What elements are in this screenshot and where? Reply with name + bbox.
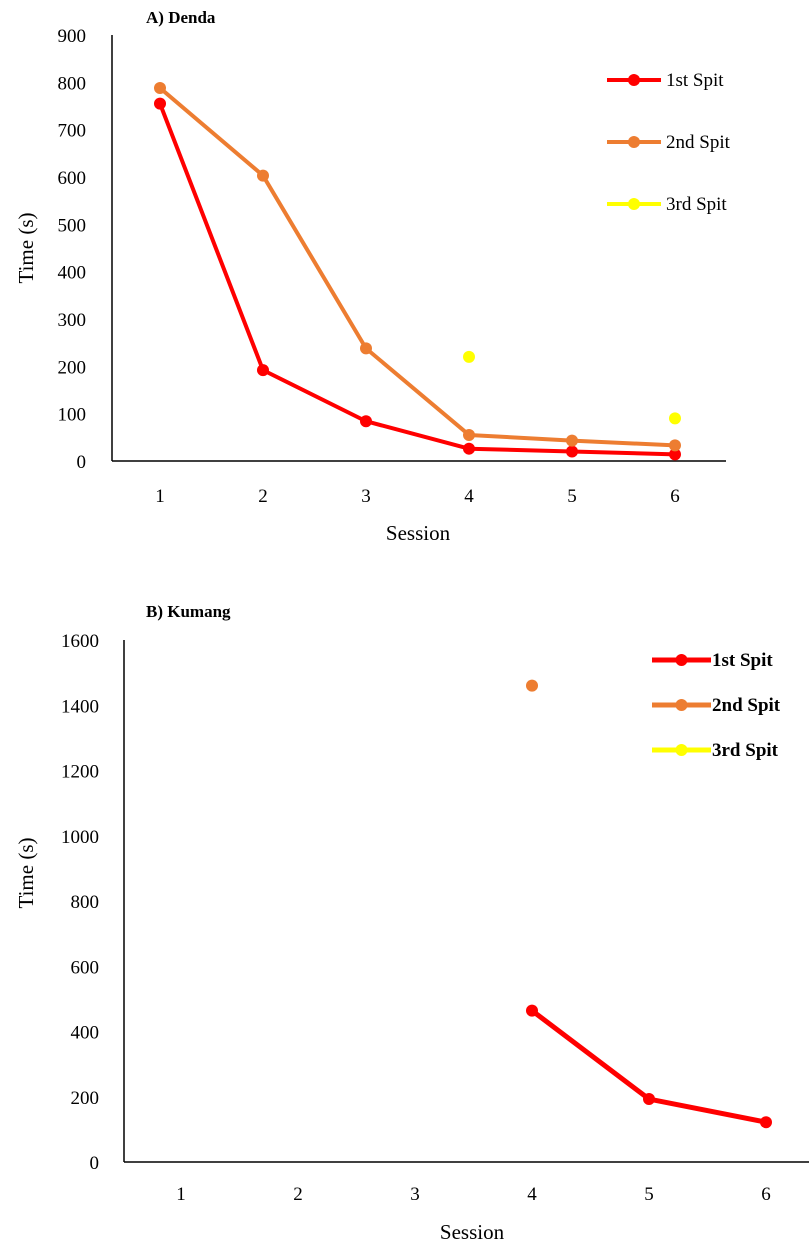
x-tick-label: 5	[567, 486, 577, 507]
y-tick-label: 1600	[61, 631, 99, 652]
legend-swatch-marker	[628, 136, 640, 148]
y-tick-label: 500	[58, 215, 87, 236]
x-axis-title: Session	[440, 1220, 505, 1244]
y-tick-label: 200	[58, 357, 87, 378]
legend-label: 2nd Spit	[712, 695, 781, 716]
legend-label: 3rd Spit	[712, 740, 779, 761]
data-point-2nd-spit	[154, 82, 166, 95]
data-point-2nd-spit	[463, 428, 475, 441]
data-point-2nd-spit	[669, 439, 681, 452]
x-tick-label: 3	[361, 486, 371, 507]
chart-denda: A) Denda Time (s) Session 0 100 200 300 400 5…	[14, 8, 731, 545]
y-tick-label: 900	[58, 26, 87, 47]
x-tick-label: 1	[155, 486, 165, 507]
chart-kumang: B) Kumang Time (s) Session 0 200 400 600 800…	[14, 602, 809, 1244]
legend-label: 3rd Spit	[666, 194, 727, 215]
data-point-1st-spit	[566, 445, 578, 458]
data-point-3rd-spit	[669, 412, 681, 425]
legend-swatch-marker	[675, 744, 688, 756]
legend-swatch-marker	[675, 699, 688, 711]
y-tick-label: 1200	[61, 762, 99, 783]
y-tick-label: 800	[58, 73, 87, 94]
y-tick-label: 1000	[61, 827, 99, 848]
y-tick-label: 1400	[61, 696, 99, 717]
x-tick-label: 3	[410, 1184, 420, 1205]
y-tick-label: 0	[77, 452, 87, 473]
data-point-1st-spit	[463, 442, 475, 455]
data-point-1st-spit	[669, 448, 681, 461]
legend-label: 1st Spit	[666, 70, 724, 91]
y-axis-title: Time (s)	[14, 838, 38, 909]
y-tick-label: 600	[71, 957, 100, 978]
data-point-1st-spit	[526, 1004, 538, 1017]
data-point-2nd-spit	[360, 342, 372, 355]
legend-label: 2nd Spit	[666, 132, 731, 153]
y-tick-label: 400	[71, 1023, 100, 1044]
x-tick-label: 5	[644, 1184, 654, 1205]
y-tick-label: 600	[58, 168, 87, 189]
y-tick-label: 200	[71, 1088, 100, 1109]
y-tick-label: 0	[90, 1153, 100, 1174]
series-line-1st-spit	[158, 101, 677, 457]
chart-title: B) Kumang	[146, 602, 231, 621]
data-point-2nd-spit	[526, 679, 538, 692]
data-point-3rd-spit	[463, 350, 475, 363]
y-tick-label: 100	[58, 405, 87, 426]
x-tick-label: 6	[761, 1184, 771, 1205]
series-line-2nd-spit	[158, 86, 677, 448]
x-tick-label: 6	[670, 486, 680, 507]
x-tick-label: 2	[293, 1184, 303, 1205]
x-tick-label: 1	[176, 1184, 186, 1205]
x-tick-label: 4	[527, 1184, 537, 1205]
legend-swatch-marker	[628, 198, 640, 210]
data-point-1st-spit	[643, 1093, 655, 1106]
data-point-2nd-spit	[257, 169, 269, 182]
data-point-1st-spit	[257, 364, 269, 377]
data-point-1st-spit	[760, 1116, 772, 1129]
y-tick-label: 300	[58, 310, 87, 331]
legend-swatch-marker	[628, 74, 640, 86]
y-tick-label: 700	[58, 121, 87, 142]
data-point-1st-spit	[154, 97, 166, 110]
series-line-1st-spit	[529, 1008, 769, 1125]
data-point-2nd-spit	[566, 434, 578, 447]
y-axis-title: Time (s)	[14, 213, 38, 284]
y-tick-label: 400	[58, 263, 87, 284]
data-point-1st-spit	[360, 415, 372, 428]
x-tick-label: 2	[258, 486, 268, 507]
x-tick-label: 4	[464, 486, 474, 507]
legend-label: 1st Spit	[712, 650, 773, 671]
y-tick-label: 800	[71, 892, 100, 913]
x-axis-title: Session	[386, 521, 451, 545]
legend: 1st Spit 2nd Spit 3rd Spit	[607, 70, 731, 215]
chart-title: A) Denda	[146, 8, 216, 27]
legend-swatch-marker	[675, 654, 688, 666]
legend: 1st Spit 2nd Spit 3rd Spit	[652, 650, 781, 761]
